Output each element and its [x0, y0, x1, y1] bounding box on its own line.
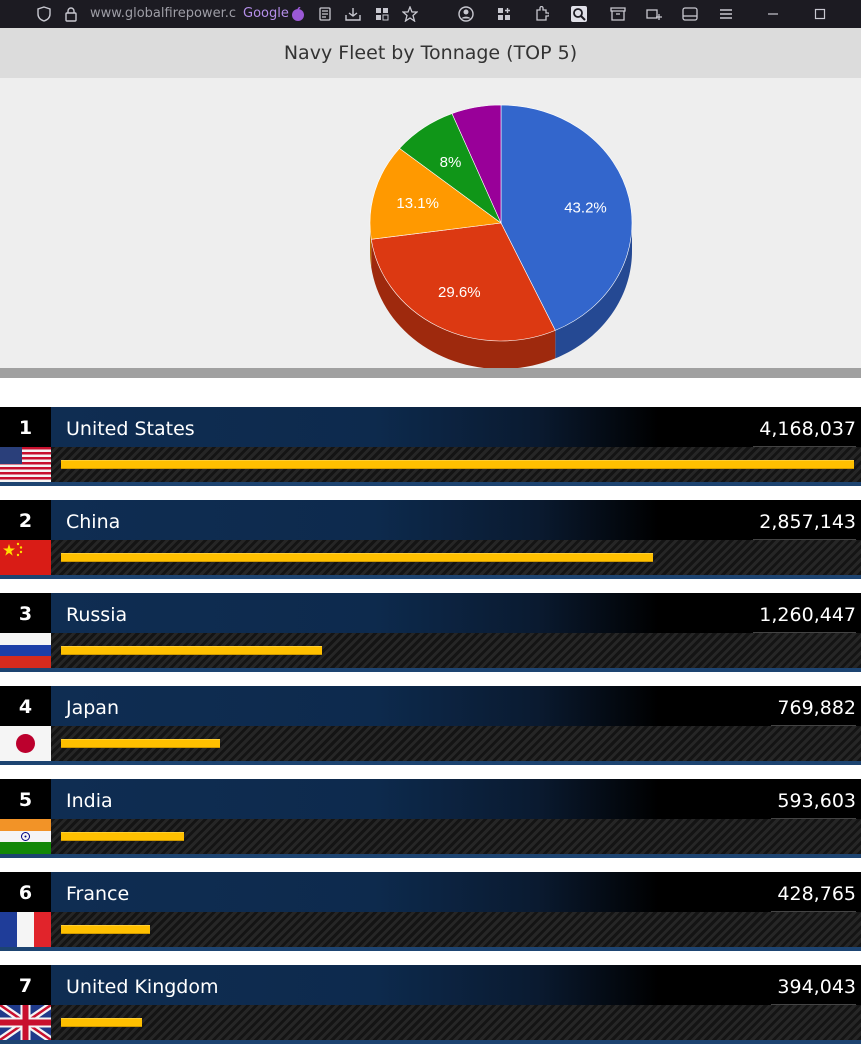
pie-slice-3[interactable] — [369, 147, 502, 240]
rank-row[interactable]: 5 India 593,603 — [0, 779, 861, 858]
pie-slice-side-1 — [555, 223, 632, 359]
tonnage-bar-fill — [61, 832, 184, 841]
rank-row[interactable]: 6 France 428,765 — [0, 872, 861, 951]
chart-title: Navy Fleet by Tonnage (TOP 5) — [0, 28, 861, 78]
uk-flag-icon — [0, 1005, 51, 1040]
rank-header-band — [51, 500, 861, 540]
apps-add-icon[interactable] — [496, 0, 512, 28]
shield-icon[interactable] — [36, 0, 52, 28]
country-name[interactable]: India — [66, 790, 113, 812]
tonnage-bar-fill — [61, 739, 220, 748]
pie-slice-label-3: 13.1% — [396, 195, 439, 212]
us-flag-icon — [0, 447, 51, 482]
tonnage-value: 769,882 — [771, 686, 856, 726]
screenshot-add-icon[interactable] — [645, 0, 663, 28]
container-tab-icon[interactable] — [609, 0, 627, 28]
country-name[interactable]: Russia — [66, 604, 128, 626]
pie-chart: 43.2% 29.6% 13.1% 8% — [369, 104, 633, 368]
tonnage-bar-fill — [61, 1018, 142, 1027]
pie-slice-label-4: 8% — [440, 154, 462, 171]
tonnage-value: 428,765 — [771, 872, 856, 912]
tonnage-value: 593,603 — [771, 779, 856, 819]
rank-number: 6 — [0, 872, 51, 912]
row-divider — [0, 668, 861, 672]
rank-header-band — [51, 593, 861, 633]
rank-number: 3 — [0, 593, 51, 633]
tonnage-bar-fill — [61, 553, 653, 562]
rank-header-band — [51, 872, 861, 912]
rank-header-band — [51, 965, 861, 1005]
rank-header-band — [51, 686, 861, 726]
fr-flag-icon — [0, 912, 51, 947]
bookmark-star-icon[interactable] — [401, 0, 419, 28]
zoom-search-icon[interactable] — [570, 0, 588, 28]
fruit-extension-icon[interactable] — [290, 0, 306, 28]
country-name[interactable]: United States — [66, 418, 195, 440]
menu-icon[interactable] — [718, 0, 734, 28]
download-icon[interactable] — [345, 0, 361, 28]
rank-row[interactable]: 4 Japan 769,882 — [0, 686, 861, 765]
pie-slice-2[interactable] — [370, 222, 556, 342]
rank-row[interactable]: 1 United States 4,168,037 — [0, 407, 861, 486]
maximize-icon[interactable] — [813, 0, 827, 28]
ru-flag-icon — [0, 633, 51, 668]
browser-toolbar: www.globalfirepower.co Google — [0, 0, 861, 28]
tonnage-value: 394,043 — [771, 965, 856, 1005]
row-divider — [0, 854, 861, 858]
tonnage-bar-track — [51, 912, 861, 947]
account-icon[interactable] — [457, 0, 475, 28]
pie-slice-label-1: 43.2% — [564, 200, 607, 217]
pie-slice-label-2: 29.6% — [438, 284, 481, 301]
search-engine-label[interactable]: Google — [243, 6, 289, 21]
jp-flag-icon — [0, 726, 51, 761]
pie-slice-side-2 — [371, 239, 556, 368]
chart-divider — [0, 368, 861, 378]
row-divider — [0, 575, 861, 579]
country-name[interactable]: France — [66, 883, 130, 905]
url-bar[interactable]: www.globalfirepower.co — [90, 6, 236, 21]
country-name[interactable]: Japan — [66, 697, 119, 719]
rank-header-band — [51, 779, 861, 819]
in-flag-icon — [0, 819, 51, 854]
country-name[interactable]: United Kingdom — [66, 976, 219, 998]
pie-slice-5[interactable] — [451, 104, 502, 224]
row-divider — [0, 947, 861, 951]
rank-number: 2 — [0, 500, 51, 540]
tonnage-value: 2,857,143 — [753, 500, 856, 540]
rank-number: 1 — [0, 407, 51, 447]
minimize-icon[interactable] — [766, 0, 780, 28]
rank-header-band — [51, 407, 861, 447]
extensions-grid-icon[interactable] — [374, 0, 390, 28]
rank-row[interactable]: 3 Russia 1,260,447 — [0, 593, 861, 672]
rank-number: 7 — [0, 965, 51, 1005]
pie-slice-1[interactable] — [500, 104, 633, 331]
cn-flag-icon — [0, 540, 51, 575]
row-divider — [0, 1040, 861, 1044]
tonnage-value: 1,260,447 — [753, 593, 856, 633]
tonnage-bar-track — [51, 1005, 861, 1040]
tonnage-value: 4,168,037 — [753, 407, 856, 447]
reader-view-icon[interactable] — [318, 0, 332, 28]
tonnage-bar-fill — [61, 646, 322, 655]
row-divider — [0, 761, 861, 765]
row-divider — [0, 482, 861, 486]
rank-row[interactable]: 2 China 2,857,143 — [0, 500, 861, 579]
pie-chart-area: 43.2% 29.6% 13.1% 8% — [0, 78, 861, 368]
rank-number: 4 — [0, 686, 51, 726]
puzzle-extension-icon[interactable] — [534, 0, 550, 28]
tonnage-bar-fill — [61, 925, 150, 934]
tonnage-bar-track — [51, 819, 861, 854]
lock-icon[interactable] — [64, 0, 78, 28]
country-name[interactable]: China — [66, 511, 121, 533]
tonnage-bar-fill — [61, 460, 854, 469]
sidebar-toggle-icon[interactable] — [681, 0, 699, 28]
rank-number: 5 — [0, 779, 51, 819]
rank-row[interactable]: 7 United Kingdom 394,043 — [0, 965, 861, 1044]
